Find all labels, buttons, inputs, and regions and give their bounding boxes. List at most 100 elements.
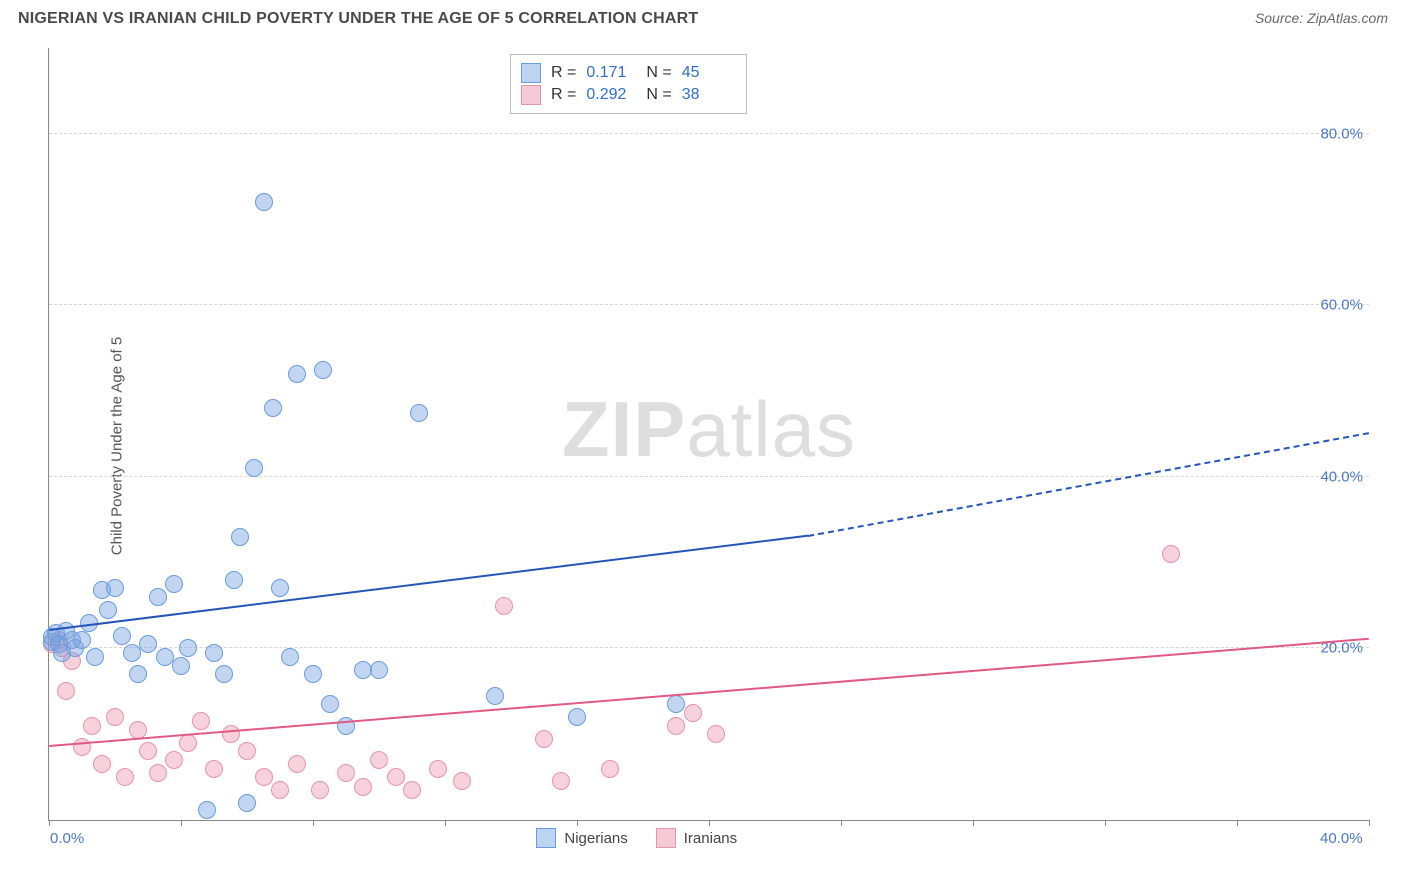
scatter-point-nigerians [271, 579, 289, 597]
x-tick [49, 820, 50, 826]
scatter-point-nigerians [288, 365, 306, 383]
scatter-point-nigerians [129, 665, 147, 683]
scatter-point-nigerians [139, 635, 157, 653]
scatter-point-nigerians [238, 794, 256, 812]
x-tick [1237, 820, 1238, 826]
y-tick-label: 80.0% [1320, 125, 1363, 142]
source-name: ZipAtlas.com [1307, 10, 1388, 26]
x-tick [577, 820, 578, 826]
stat-r-value: 0.292 [586, 86, 636, 104]
watermark-strong: ZIP [562, 385, 686, 473]
scatter-point-nigerians [314, 361, 332, 379]
stat-n-label: N = [646, 86, 671, 104]
scatter-point-nigerians [568, 708, 586, 726]
scatter-point-nigerians [486, 687, 504, 705]
scatter-point-iranians [116, 768, 134, 786]
scatter-point-nigerians [123, 644, 141, 662]
scatter-point-iranians [83, 717, 101, 735]
plot-area: ZIPatlas 20.0%40.0%60.0%80.0% [48, 48, 1369, 821]
scatter-point-iranians [429, 760, 447, 778]
y-tick-label: 60.0% [1320, 297, 1363, 314]
x-tick-label: 40.0% [1320, 830, 1363, 847]
trend-line [49, 535, 808, 631]
scatter-point-nigerians [245, 459, 263, 477]
scatter-point-iranians [165, 751, 183, 769]
scatter-point-iranians [535, 730, 553, 748]
stat-n-value: 45 [682, 64, 732, 82]
scatter-point-nigerians [264, 399, 282, 417]
x-tick [1105, 820, 1106, 826]
scatter-point-nigerians [172, 657, 190, 675]
scatter-point-iranians [453, 772, 471, 790]
scatter-point-iranians [205, 760, 223, 778]
legend-swatch [521, 85, 541, 105]
chart-title: NIGERIAN VS IRANIAN CHILD POVERTY UNDER … [18, 10, 698, 28]
scatter-point-iranians [271, 781, 289, 799]
legend-swatch [521, 63, 541, 83]
scatter-point-iranians [192, 712, 210, 730]
scatter-point-iranians [93, 755, 111, 773]
watermark: ZIPatlas [562, 384, 856, 475]
scatter-point-iranians [255, 768, 273, 786]
x-tick-label: 0.0% [50, 830, 84, 847]
stat-n-value: 38 [682, 86, 732, 104]
scatter-point-iranians [667, 717, 685, 735]
scatter-point-iranians [288, 755, 306, 773]
scatter-point-nigerians [354, 661, 372, 679]
stat-r-label: R = [551, 86, 576, 104]
scatter-point-iranians [179, 734, 197, 752]
scatter-point-nigerians [156, 648, 174, 666]
x-tick [709, 820, 710, 826]
scatter-point-iranians [222, 725, 240, 743]
scatter-point-nigerians [281, 648, 299, 666]
scatter-point-nigerians [86, 648, 104, 666]
scatter-point-nigerians [106, 579, 124, 597]
scatter-point-iranians [337, 764, 355, 782]
scatter-point-iranians [601, 760, 619, 778]
x-tick [181, 820, 182, 826]
stats-row: R = 0.171N = 45 [521, 63, 732, 83]
header: NIGERIAN VS IRANIAN CHILD POVERTY UNDER … [0, 0, 1406, 50]
scatter-point-iranians [707, 725, 725, 743]
x-tick [313, 820, 314, 826]
stats-row: R = 0.292 N = 38 [521, 85, 732, 105]
scatter-point-iranians [57, 682, 75, 700]
scatter-point-nigerians [73, 631, 91, 649]
scatter-point-nigerians [667, 695, 685, 713]
stats-box: R = 0.171N = 45R = 0.292N = 38 [510, 54, 747, 114]
bottom-legend: NigeriansIranians [536, 828, 737, 848]
scatter-point-nigerians [410, 404, 428, 422]
watermark-rest: atlas [686, 385, 856, 473]
legend-swatch [536, 828, 556, 848]
x-tick [841, 820, 842, 826]
scatter-point-nigerians [370, 661, 388, 679]
scatter-point-iranians [311, 781, 329, 799]
scatter-point-iranians [370, 751, 388, 769]
scatter-point-nigerians [304, 665, 322, 683]
scatter-point-iranians [149, 764, 167, 782]
x-tick [973, 820, 974, 826]
source-prefix: Source: [1255, 10, 1307, 26]
stat-r-value: 0.171 [586, 64, 636, 82]
trend-line [808, 432, 1369, 537]
gridline-h [49, 133, 1369, 134]
scatter-point-iranians [387, 768, 405, 786]
y-tick-label: 40.0% [1320, 468, 1363, 485]
scatter-point-nigerians [149, 588, 167, 606]
scatter-point-nigerians [165, 575, 183, 593]
x-tick [445, 820, 446, 826]
stat-r-label: R = [551, 64, 576, 82]
scatter-point-nigerians [198, 801, 216, 819]
scatter-point-iranians [238, 742, 256, 760]
x-tick [1369, 820, 1370, 826]
scatter-point-iranians [1162, 545, 1180, 563]
legend-label: Nigerians [564, 830, 627, 847]
gridline-h [49, 647, 1369, 648]
legend-swatch [656, 828, 676, 848]
scatter-point-nigerians [179, 639, 197, 657]
source-attribution: Source: ZipAtlas.com [1255, 10, 1388, 26]
scatter-point-iranians [684, 704, 702, 722]
scatter-point-nigerians [231, 528, 249, 546]
legend-item: Nigerians [536, 828, 627, 848]
scatter-point-iranians [354, 778, 372, 796]
